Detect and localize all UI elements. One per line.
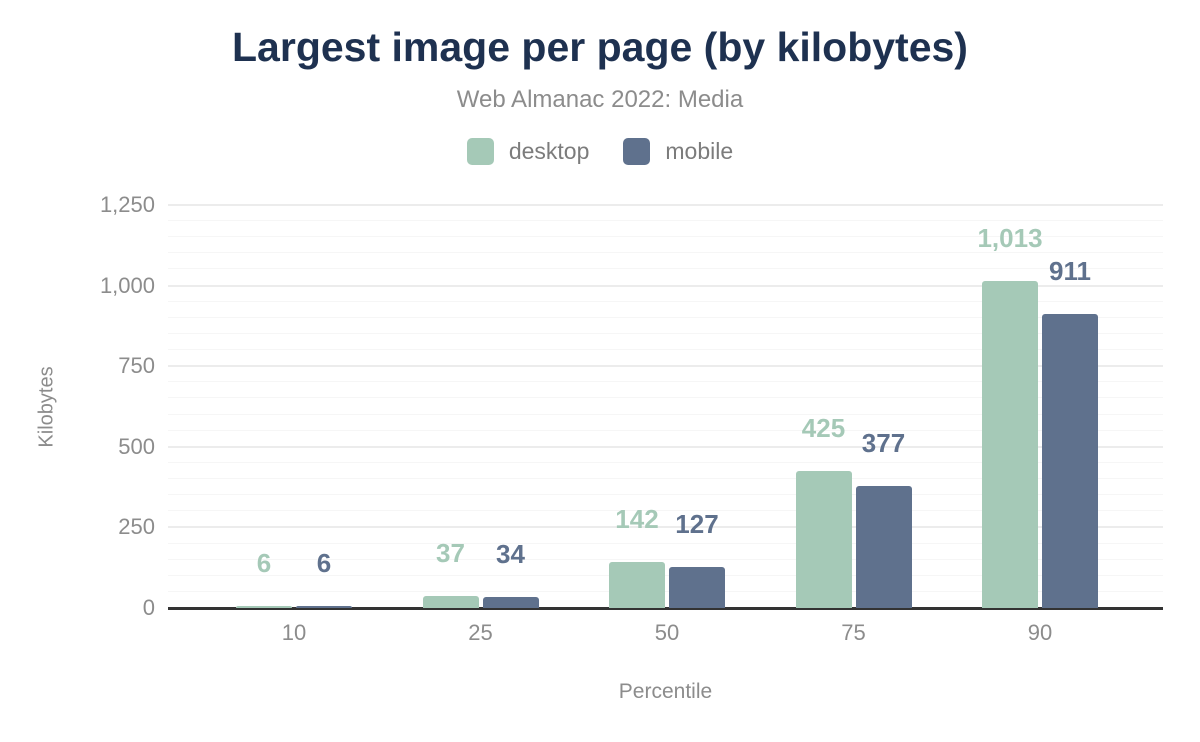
bar-mobile-p25: [482, 597, 539, 608]
y-tick-label-0: 0: [142, 595, 155, 620]
x-tick-label-75: 75: [841, 620, 866, 645]
x-axis-line: [168, 607, 1163, 610]
value-label-mobile-p10: 6: [316, 548, 332, 578]
gridline-minor: [168, 220, 1163, 222]
value-label-mobile-p25: 34: [496, 539, 525, 570]
value-label-mobile-p75: 377: [861, 428, 906, 459]
value-label-desktop-p90: 1,013: [977, 223, 1043, 254]
bar-mobile-p50: [669, 567, 725, 608]
bar-mobile-p10: [296, 606, 352, 608]
x-tick-label-10: 10: [281, 620, 307, 645]
bar-desktop-p90: [982, 281, 1038, 608]
x-axis-title: Percentile: [618, 680, 713, 703]
value-label-desktop-p50: 142: [615, 504, 659, 535]
bar-desktop-p75: [795, 470, 852, 608]
chart-legend: desktop mobile: [0, 138, 1200, 165]
gridline-minor: [168, 268, 1163, 270]
legend-label-desktop: desktop: [508, 138, 590, 164]
chart-subtitle: Web Almanac 2022: Media: [456, 86, 744, 113]
legend-label-mobile: mobile: [665, 138, 734, 164]
x-tick-label-90: 90: [1027, 620, 1053, 645]
plot-area: 6 6 10 37 34 25 142 127 50 425 377 75 1,013 911 90: [168, 204, 1163, 645]
y-tick-label-500: 500: [118, 433, 155, 459]
bar-group-p50: 142 127: [609, 506, 725, 608]
legend-item-desktop: desktop: [466, 138, 590, 165]
legend-swatch-desktop: [466, 138, 494, 165]
y-tick-label-750: 750: [118, 353, 155, 379]
y-tick-label-1250: 1,250: [99, 192, 155, 217]
y-tick-label-1000: 1,000: [99, 272, 155, 298]
bar-mobile-p90: [1042, 314, 1098, 608]
bar-group-p90: 1,013 911: [977, 225, 1098, 608]
y-tick-label-250: 250: [118, 514, 155, 540]
value-label-desktop-p10: 6: [256, 548, 272, 578]
legend-swatch-mobile: [623, 138, 651, 165]
value-label-desktop-p75: 425: [801, 412, 846, 443]
value-label-mobile-p90: 911: [1049, 256, 1091, 287]
chart-title: Largest image per page (by kilobytes): [232, 24, 968, 70]
bar-group-p25: 37 34: [422, 540, 539, 608]
value-label-mobile-p50: 127: [675, 509, 719, 540]
gridline-major: [168, 204, 1163, 206]
bar-mobile-p75: [855, 486, 912, 608]
legend-item-mobile: mobile: [623, 138, 733, 165]
value-label-desktop-p25: 37: [436, 538, 465, 569]
bar-desktop-p25: [422, 596, 479, 608]
bar-desktop-p10: [236, 606, 292, 608]
bar-group-p75: 425 377: [795, 415, 912, 608]
x-tick-label-50: 50: [654, 620, 680, 645]
x-tick-label-25: 25: [468, 620, 493, 645]
bar-desktop-p50: [609, 562, 665, 608]
